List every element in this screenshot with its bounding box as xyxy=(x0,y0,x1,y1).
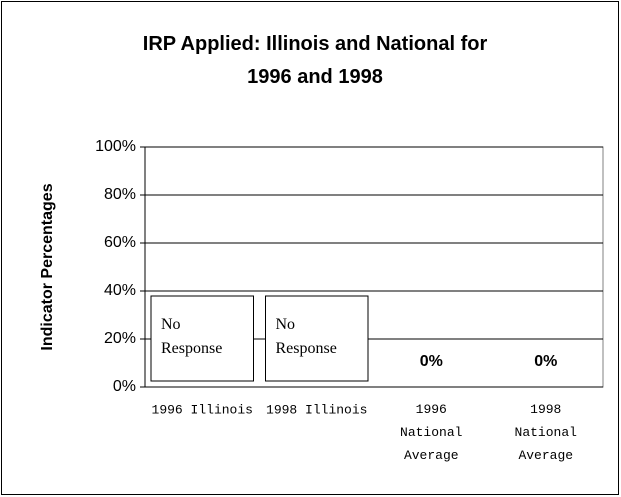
y-tick-label: 60% xyxy=(104,234,136,251)
x-tick-label: 1996 Illinois xyxy=(152,402,253,417)
value-label: No Response xyxy=(276,316,337,357)
y-tick-label: 20% xyxy=(104,330,136,347)
value-label: No Response xyxy=(161,316,222,357)
annotation-box xyxy=(150,295,254,382)
chart-title: IRP Applied: Illinois and National for 19… xyxy=(143,33,488,88)
value-label: 0% xyxy=(534,353,557,370)
y-tick-label: 0% xyxy=(113,378,136,395)
annotation-box xyxy=(265,295,369,382)
y-tick-label: 40% xyxy=(104,282,136,299)
x-tick-label: 1998 Illinois xyxy=(266,402,367,417)
value-label: 0% xyxy=(420,353,443,370)
y-tick-label: 80% xyxy=(104,186,136,203)
y-tick-label: 100% xyxy=(95,138,136,155)
y-axis-title: Indicator Percentages xyxy=(39,183,56,350)
x-tick-label: 1998 National Average xyxy=(515,402,578,463)
x-tick-label: 1996 National Average xyxy=(400,402,463,463)
